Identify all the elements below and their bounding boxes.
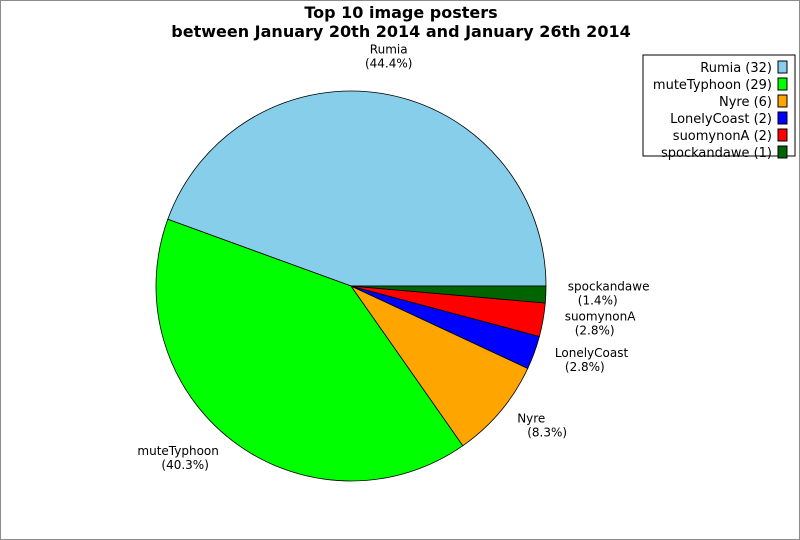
- label-rumia: Rumia: [370, 42, 408, 56]
- percent-nyre: (8.3%): [527, 426, 567, 440]
- chart-title: Top 10 image posters: [304, 3, 497, 22]
- legend-label-nyre: Nyre (6): [719, 95, 772, 110]
- legend-box: [642, 54, 796, 157]
- legend-swatch-lonelycoast: [777, 111, 788, 125]
- legend-label-suomynona: suomynonA (2): [673, 129, 772, 144]
- legend-label-spockandawe: spockandawe (1): [661, 146, 772, 161]
- legend-label-lonelycoast: LonelyCoast (2): [670, 112, 772, 127]
- label-lonelycoast: LonelyCoast: [555, 346, 629, 360]
- label-mutetyphoon: muteTyphoon: [137, 444, 218, 458]
- percent-suomynona: (2.8%): [575, 324, 615, 338]
- label-spockandawe: spockandawe: [568, 280, 650, 294]
- slice-mutetyphoon: [155, 218, 464, 482]
- percent-lonelycoast: (2.8%): [565, 360, 605, 374]
- slice-rumia: [167, 90, 547, 287]
- pie-slices: [155, 90, 547, 482]
- slice-spockandawe: [350, 285, 547, 304]
- slice-nyre: [349, 285, 529, 447]
- percent-rumia: (44.4%): [365, 56, 412, 70]
- legend: Rumia (32) muteTyphoon (29) Nyre (6) Lonely…: [642, 54, 796, 161]
- legend-label-rumia: Rumia (32): [700, 61, 772, 76]
- legend-swatch-spockandawe: [777, 145, 788, 159]
- legend-swatch-nyre: [777, 94, 788, 108]
- percent-mutetyphoon: (40.3%): [161, 458, 208, 472]
- slice-labels: Rumia(44.4%) muteTyphoon(40.3%) Nyre(8.3%)…: [137, 42, 649, 472]
- label-nyre: Nyre: [517, 412, 545, 426]
- chart-subtitle: between January 20th 2014 and January 26…: [171, 22, 630, 41]
- legend-swatch-mutetyphoon: [777, 77, 788, 91]
- legend-label-mutetyphoon: muteTyphoon (29): [653, 78, 772, 93]
- legend-swatch-suomynona: [777, 128, 788, 142]
- label-suomynona: suomynonA: [565, 310, 637, 324]
- legend-swatch-rumia: [777, 60, 788, 74]
- percent-spockandawe: (1.4%): [578, 294, 618, 308]
